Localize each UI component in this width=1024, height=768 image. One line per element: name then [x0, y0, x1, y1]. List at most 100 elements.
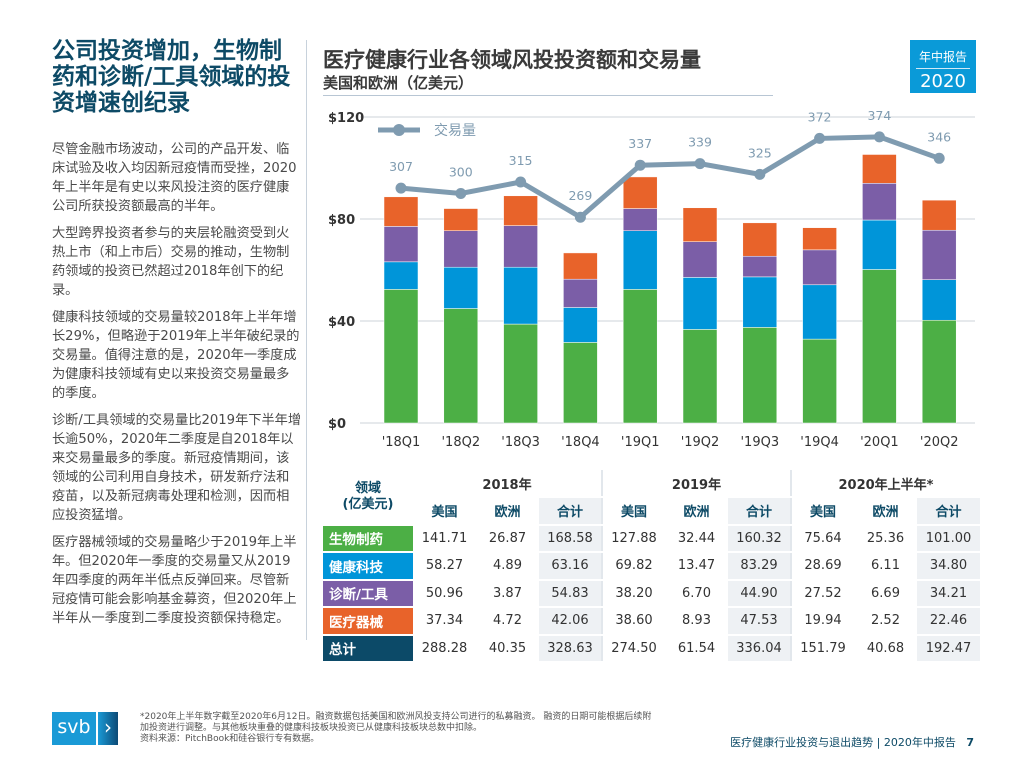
line-point [754, 168, 766, 180]
table-cell: 69.82 [601, 552, 665, 581]
table-cell: 32.44 [665, 524, 728, 553]
column-header: 美国 [601, 497, 665, 526]
table-cell: 27.52 [790, 579, 854, 608]
page-number: 7 [966, 736, 974, 749]
bar-segment [682, 241, 718, 278]
table-cell: 274.50 [601, 634, 665, 663]
paragraph: 大型跨界投资者参与的夹层轮融资受到火热上市（和上市后）交易的推动，生物制药领域的… [52, 226, 290, 298]
bar-segment [443, 230, 479, 268]
svb-logo: svb › [52, 712, 118, 745]
bar-segment [503, 195, 538, 226]
table-cell: 75.64 [790, 524, 854, 553]
table-cell: 83.29 [728, 552, 791, 581]
table-cell: 6.70 [665, 579, 728, 608]
deal-count-line [400, 134, 941, 221]
line-point [634, 159, 646, 171]
x-tick-label: '19Q4 [800, 435, 839, 450]
bar-segment [862, 183, 897, 221]
x-tick-label: '20Q2 [920, 435, 959, 450]
column-header: 美国 [413, 497, 476, 526]
table-cell: 8.93 [665, 607, 728, 636]
bar-segment [742, 276, 778, 328]
table-cell: 40.35 [476, 634, 539, 663]
footnote: *2020年上半年数字截至2020年6月12日。融资数据包括美国和欧洲风投支持公… [140, 712, 652, 744]
table-cell: 160.32 [728, 524, 791, 553]
line-point [814, 132, 826, 144]
bar-segment [563, 342, 598, 424]
y-tick-label: $40 [328, 315, 355, 330]
data-label: 337 [628, 136, 652, 151]
bar-segment [682, 207, 718, 242]
badge-label: 年中报告 [918, 50, 967, 64]
table-cell: 141.71 [413, 524, 476, 553]
year-header: 2020年上半年* [790, 470, 980, 498]
line-point [395, 182, 407, 194]
data-label: 315 [509, 153, 533, 168]
bar-segment [503, 266, 538, 325]
table-cell: 13.47 [665, 552, 728, 581]
paragraph: 尽管金融市场波动，公司的产品开发、临床试验及收入均因新冠疫情而受挫，2020年上… [52, 142, 297, 214]
table-cell: 63.16 [539, 552, 602, 581]
legend-label: 交易量 [434, 122, 476, 139]
table-cell: 151.79 [790, 634, 854, 663]
bar-segment [682, 277, 718, 330]
table-cell: 4.89 [476, 552, 539, 581]
data-table: 领域 (亿美元) 2018年 2019年 2020年上半年* 美国 欧洲 合计 美国 欧洲… [323, 470, 980, 663]
column-header: 欧洲 [665, 497, 728, 526]
line-point [873, 131, 885, 143]
line-point [574, 211, 586, 223]
bar-segment [563, 307, 598, 343]
table-cell: 2.52 [854, 607, 917, 636]
paragraph: 医疗器械领域的交易量略少于2019年上半年。但2020年一季度的交易量又从201… [52, 535, 297, 626]
year-header: 2018年 [413, 470, 602, 498]
bar-segment [443, 208, 479, 231]
row-label: 医疗器械 [323, 607, 413, 636]
table-row: 健康科技 58.27 4.89 63.16 69.82 13.47 83.29 28.69 6.… [323, 552, 980, 581]
table-cell: 328.63 [539, 634, 602, 663]
y-tick-label: $0 [328, 417, 346, 432]
table-cell: 192.47 [917, 634, 980, 663]
bar-segment [862, 269, 897, 424]
x-tick-label: '18Q3 [501, 435, 540, 450]
table-cell: 336.04 [728, 634, 791, 663]
table-row: 生物制药 141.71 26.87 168.58 127.88 32.44 160.32 75… [323, 524, 980, 553]
chart-title: 医疗健康行业各领域风投投资额和交易量 [323, 48, 701, 72]
table-cell: 38.20 [601, 579, 665, 608]
column-header: 美国 [790, 497, 854, 526]
bar-segment [862, 219, 897, 270]
row-label: 健康科技 [323, 552, 413, 581]
bar-segment [742, 222, 778, 257]
bar-segment [921, 229, 957, 280]
badge-year: 2020 [920, 71, 966, 92]
row-label: 总计 [323, 634, 413, 663]
x-tick-label: '18Q4 [561, 435, 600, 450]
column-header: 合计 [539, 497, 602, 526]
x-tick-label: '18Q2 [441, 435, 480, 450]
column-header: 合计 [728, 497, 791, 526]
table-cell: 58.27 [413, 552, 476, 581]
line-point [515, 176, 527, 188]
bar-segment [383, 196, 419, 227]
x-tick-label: '20Q1 [860, 435, 899, 450]
bar-segment [503, 225, 538, 268]
column-header: 欧洲 [854, 497, 917, 526]
divider [323, 95, 773, 96]
bar-segment [802, 284, 837, 340]
paragraph: 诊断/工具领域的交易量比2019年下半年增长逾50%，2020年二季度是自201… [52, 413, 302, 523]
column-header: 欧洲 [476, 497, 539, 526]
corner-header: 领域 (亿美元) [323, 470, 413, 526]
data-label: 372 [808, 109, 832, 124]
line-point [455, 188, 467, 199]
table-cell: 101.00 [917, 524, 980, 553]
bar-segment [622, 230, 658, 290]
table-row: 医疗器械 37.34 4.72 42.06 38.60 8.93 47.53 19.94 2.5… [323, 607, 980, 636]
bar-segment [921, 319, 957, 424]
table-cell: 50.96 [413, 579, 476, 608]
bar-segment [742, 327, 778, 424]
table-cell: 168.58 [539, 524, 602, 553]
line-point [694, 158, 706, 170]
table-cell: 44.90 [728, 579, 791, 608]
page-footer: 医疗健康行业投资与退出趋势 | 2020年中报告 7 [730, 736, 974, 749]
data-label: 346 [927, 129, 951, 144]
table-cell: 42.06 [539, 607, 602, 636]
